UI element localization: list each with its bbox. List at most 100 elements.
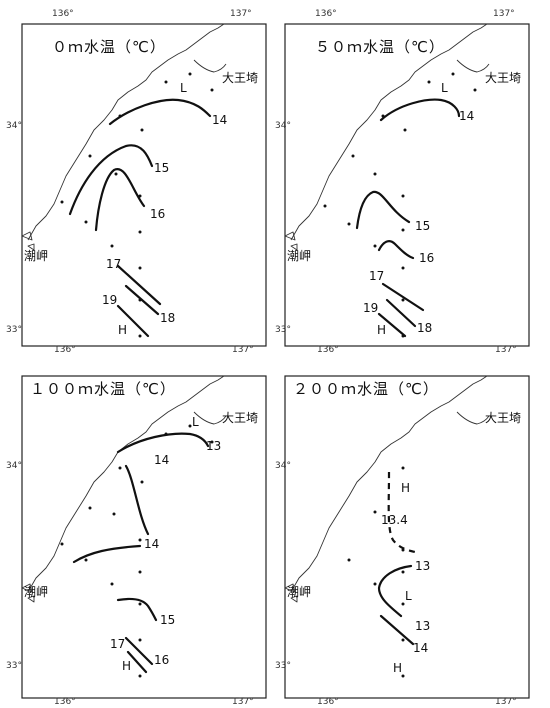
panel-100m-map — [21, 375, 267, 699]
isotherm-17-label: 17 — [106, 257, 122, 271]
isotherm-14 — [108, 98, 212, 126]
coastline-islands — [284, 231, 298, 251]
isotherm-14 — [379, 98, 461, 122]
isotherm-17-label: 17 — [110, 637, 126, 651]
isotherm-15-label: 15 — [160, 613, 176, 627]
lon-136-label-bottom: 136° — [317, 345, 339, 355]
place-shiono-misaki: 潮岬 — [287, 585, 312, 599]
stations — [60, 72, 214, 338]
place-daiozaki: 大王埼 — [485, 71, 522, 85]
panel-200m-map — [284, 375, 530, 699]
panel-50m-map — [284, 23, 530, 347]
isotherm-16 — [377, 240, 415, 260]
isotherm-17 — [381, 282, 425, 312]
lon-136-label: 136° — [52, 9, 74, 19]
stations — [347, 466, 405, 678]
panel-0m-map — [21, 23, 267, 347]
isotherm-19 — [116, 304, 150, 338]
lon-136-label-bottom: 136° — [54, 697, 76, 707]
low-label: L — [192, 415, 199, 429]
isotherm-14-label: 14 — [212, 113, 228, 127]
lon-137-label-bottom: 137° — [495, 697, 517, 707]
place-shiono-misaki: 潮岬 — [24, 585, 49, 599]
lat-33-label: 33° — [275, 325, 291, 335]
isotherm-13a-label: 13 — [415, 559, 431, 573]
isotherm-14a-label: 14 — [154, 453, 170, 467]
map-frame — [284, 375, 530, 699]
lat-34-label: 34° — [6, 461, 22, 471]
isotherm-14a — [124, 464, 150, 536]
isotherm-13-4-label: 13.4 — [381, 513, 408, 527]
lon-136-label-bottom: 136° — [317, 697, 339, 707]
isotherm-18-label: 18 — [160, 311, 176, 325]
panel-title: ５０ｍ水温（℃） — [315, 38, 445, 56]
coastline-islands — [284, 583, 298, 603]
isotherm-19-label: 19 — [363, 301, 379, 315]
isotherm-16-label: 16 — [150, 207, 166, 221]
low-label: L — [441, 81, 448, 95]
isotherm-13b — [379, 614, 415, 646]
lon-137-label-bottom: 137° — [232, 697, 254, 707]
coastline-ise-bay — [193, 59, 227, 73]
map-frame — [21, 23, 267, 347]
isotherm-16-label: 16 — [419, 251, 435, 265]
isotherm-16 — [124, 636, 154, 666]
high-label: H — [122, 659, 132, 673]
place-daiozaki: 大王埼 — [222, 411, 259, 425]
isotherm-15-label: 15 — [415, 219, 431, 233]
isotherm-16 — [94, 168, 146, 232]
isotherm-13b-label: 13 — [415, 619, 431, 633]
isotherm-18-label: 18 — [417, 321, 433, 335]
lat-33-label: 33° — [275, 661, 291, 671]
low-label: L — [180, 81, 187, 95]
lat-34-label: 34° — [275, 121, 291, 131]
lat-34-label: 34° — [6, 121, 22, 131]
isotherm-13a — [377, 564, 413, 618]
lon-137-label-bottom: 137° — [232, 345, 254, 355]
panel-50m: 136° 137° 136° 137° 34° 33° ５０ｍ水温（℃） 大王埼… — [275, 0, 550, 355]
high-label-bottom: H — [393, 661, 403, 675]
coastline — [290, 23, 488, 241]
isotherm-15 — [355, 190, 411, 230]
isotherm-15 — [68, 144, 154, 216]
isotherm-14b — [72, 544, 142, 564]
stations — [60, 424, 214, 678]
isotherm-13-label: 13 — [206, 439, 222, 453]
coastline-ise-bay — [456, 411, 490, 425]
coastline — [290, 375, 488, 593]
coastline — [27, 375, 225, 593]
lon-137-label-bottom: 137° — [495, 345, 517, 355]
lat-34-label: 34° — [275, 461, 291, 471]
map-frame — [21, 375, 267, 699]
isotherm-16-label: 16 — [154, 653, 170, 667]
lon-137-label: 137° — [493, 9, 515, 19]
coastline — [27, 23, 225, 241]
panel-200m: 136° 137° 34° 33° ２００ｍ水温（℃） 大王埼 潮岬 H 13.… — [275, 354, 550, 708]
isotherm-19-label: 19 — [102, 293, 118, 307]
isotherm-18 — [385, 298, 417, 328]
place-daiozaki: 大王埼 — [485, 411, 522, 425]
isotherm-13-4 — [387, 471, 416, 554]
panel-0m: 136° 137° 136° 137° 34° 33° ０ｍ水温（℃） 大王埼 … — [0, 0, 275, 355]
isotherm-17 — [116, 264, 162, 306]
isotherm-19 — [377, 312, 407, 338]
place-shiono-misaki: 潮岬 — [287, 249, 312, 263]
lon-136-label-bottom: 136° — [54, 345, 76, 355]
high-label: H — [118, 323, 128, 337]
coastline-ise-bay — [456, 59, 490, 73]
panel-100m: 136° 137° 34° 33° １００ｍ水温（℃） 大王埼 潮岬 L H 1… — [0, 354, 275, 708]
lon-137-label: 137° — [230, 9, 252, 19]
isotherm-17-label: 17 — [369, 269, 385, 283]
coastline-islands — [21, 583, 35, 603]
isotherm-13 — [116, 432, 210, 454]
low-label: L — [405, 589, 412, 603]
coastline-ise-bay — [193, 411, 227, 425]
panel-title: ２００ｍ水温（℃） — [293, 380, 439, 398]
isotherm-14-label: 14 — [413, 641, 429, 655]
lat-33-label: 33° — [6, 661, 22, 671]
isotherm-15-label: 15 — [154, 161, 170, 175]
stations — [323, 72, 477, 338]
isotherm-17 — [126, 650, 148, 674]
high-label-top: H — [401, 481, 411, 495]
place-daiozaki: 大王埼 — [222, 71, 259, 85]
